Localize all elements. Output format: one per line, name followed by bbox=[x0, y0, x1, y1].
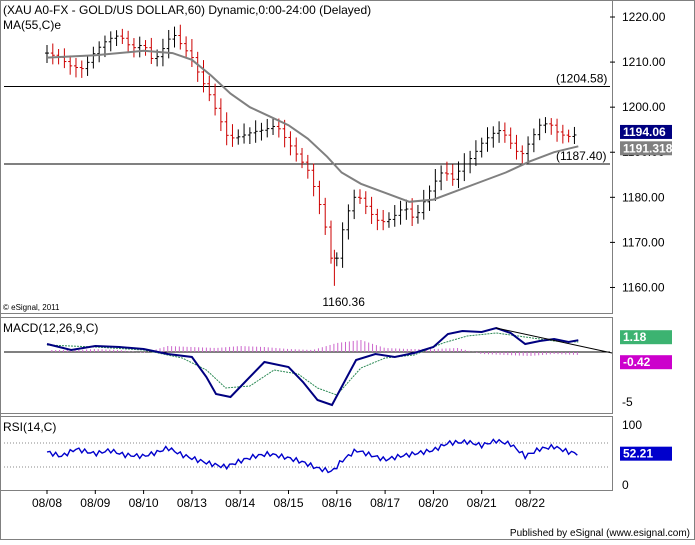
macd-label: MACD(12,26,9,C) bbox=[3, 321, 98, 335]
signal-value-badge-bg bbox=[620, 355, 672, 370]
level-label: (1187.40) bbox=[556, 149, 606, 163]
x-tick-label: 08/15 bbox=[273, 496, 303, 510]
footer-text: Published by eSignal (www.esignal.com) bbox=[510, 528, 690, 539]
copyright-text: © eSignal, 2011 bbox=[3, 303, 60, 312]
rsi-value-badge-bg bbox=[620, 446, 672, 461]
rsi-ytick-label: 0 bbox=[622, 478, 629, 492]
macd-signal-line bbox=[46, 332, 579, 396]
x-tick-label: 08/13 bbox=[177, 496, 207, 510]
ma-price-badge-bg bbox=[620, 141, 672, 156]
rsi-value-badge: 52.21 bbox=[623, 447, 653, 461]
price-ytick-label: 1170.00 bbox=[622, 235, 665, 249]
macd-panel-frame bbox=[0, 317, 613, 414]
x-tick-label: 08/10 bbox=[129, 496, 159, 510]
price-ytick-label: 1220.00 bbox=[622, 10, 666, 24]
rsi-line bbox=[46, 438, 578, 474]
macd-value-badge-bg bbox=[620, 330, 672, 345]
ma-price-badge: 1191.31805 bbox=[623, 141, 686, 155]
low-annotation: 1160.36 bbox=[322, 295, 365, 309]
price-ytick-label: 1200.00 bbox=[622, 100, 666, 114]
macd-trendline bbox=[496, 327, 613, 354]
last-price-badge-bg bbox=[620, 124, 672, 139]
price-ytick-label: 1160.00 bbox=[622, 280, 665, 294]
price-ytick-label: 1210.00 bbox=[622, 55, 666, 69]
x-tick-label: 08/17 bbox=[370, 496, 400, 510]
x-tick-label: 08/16 bbox=[322, 496, 352, 510]
price-ytick-label: 1180.00 bbox=[622, 190, 665, 204]
x-tick-label: 08/14 bbox=[225, 496, 255, 510]
chart-title: (XAU A0-FX - GOLD/US DOLLAR,60) Dynamic,… bbox=[3, 3, 371, 17]
signal-value-badge: -0.42 bbox=[623, 355, 651, 369]
macd-line bbox=[46, 326, 579, 407]
price-panel-frame bbox=[0, 0, 613, 314]
x-tick-label: 08/08 bbox=[32, 496, 62, 510]
rsi-label: RSI(14,C) bbox=[3, 420, 56, 434]
ma-legend: MA(55,C)e bbox=[3, 18, 61, 32]
level-label: (1204.58) bbox=[556, 72, 607, 86]
macd-value-badge: 1.18 bbox=[623, 330, 647, 344]
x-axis: 08/08 08/09 08/10 08/13 08/14 08/15 08/16 08/17… bbox=[32, 490, 545, 510]
macd-ytick-label: -5 bbox=[622, 395, 633, 409]
rsi-panel: 0 100 52.21 bbox=[4, 418, 672, 492]
x-tick-label: 08/09 bbox=[80, 496, 110, 510]
rsi-ytick-label: 100 bbox=[622, 418, 642, 432]
rsi-panel-frame bbox=[0, 416, 613, 491]
x-tick-label: 08/21 bbox=[467, 496, 497, 510]
x-tick-label: 08/22 bbox=[515, 496, 545, 510]
macd-panel: -5 1.18 -0.42 bbox=[4, 326, 672, 409]
ma-55-line bbox=[46, 49, 579, 203]
x-tick-label: 08/20 bbox=[418, 496, 448, 510]
last-price-badge: 1194.06 bbox=[623, 125, 666, 139]
price-panel: 1160.001170.001180.001190.001200.001210.… bbox=[4, 10, 686, 309]
